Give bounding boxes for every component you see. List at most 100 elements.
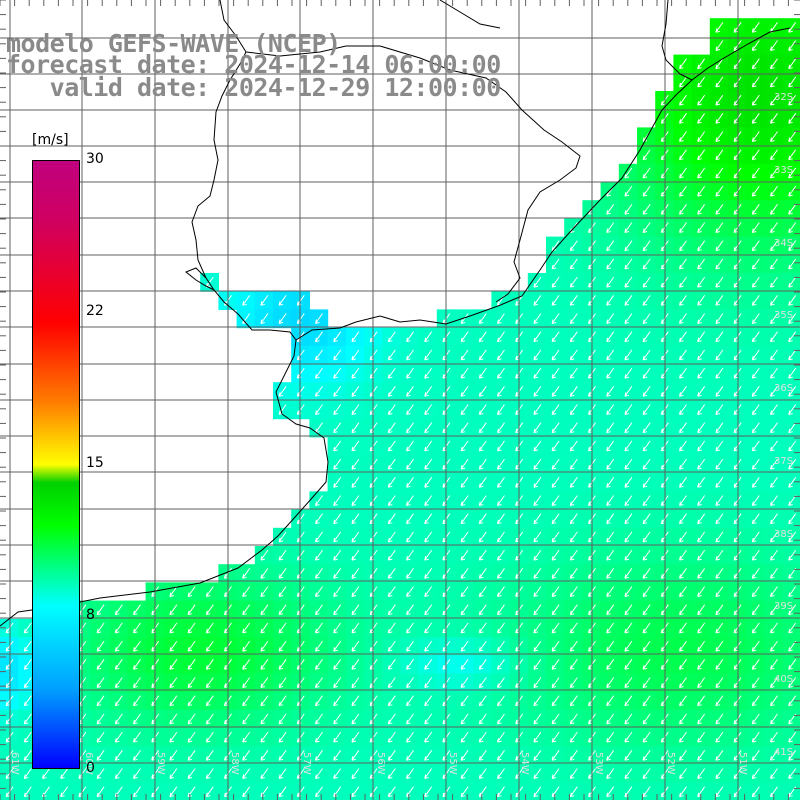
wind-arrow	[278, 604, 287, 616]
wind-arrow	[351, 731, 360, 743]
wind-arrow	[60, 768, 69, 779]
wind-arrow	[715, 367, 724, 379]
wind-arrow	[205, 695, 214, 707]
wind-arrow	[788, 276, 797, 288]
wind-arrow	[406, 713, 414, 725]
wind-arrow	[679, 94, 687, 106]
wind-arrow	[169, 586, 178, 597]
wind-arrow	[751, 695, 760, 707]
wind-arrow	[205, 768, 214, 779]
wind-arrow	[770, 713, 778, 725]
wind-arrow	[715, 750, 724, 761]
wind-arrow	[569, 677, 578, 688]
wind-arrow	[679, 367, 687, 379]
wind-arrow	[242, 768, 251, 779]
wind-arrow	[351, 622, 360, 634]
wind-arrow	[679, 731, 687, 743]
wind-arrow	[788, 477, 797, 488]
wind-arrow	[460, 731, 469, 743]
lat-label: 34S	[774, 238, 793, 249]
wind-arrow	[751, 313, 760, 324]
wind-arrow	[788, 440, 797, 452]
wind-arrow	[788, 58, 797, 70]
wind-arrow	[387, 731, 396, 743]
wind-arrow	[697, 713, 706, 725]
wind-arrow	[770, 58, 778, 70]
wind-arrow	[642, 295, 651, 306]
wind-arrow	[642, 349, 651, 361]
wind-arrow	[169, 750, 178, 761]
wind-arrow	[606, 786, 615, 798]
wind-arrow	[642, 477, 651, 488]
wind-arrow	[278, 677, 287, 688]
wind-arrow	[406, 531, 414, 543]
wind-cell	[782, 418, 800, 438]
wind-arrow	[679, 495, 687, 506]
wind-arrow	[478, 659, 487, 670]
wind-arrow	[697, 276, 706, 288]
wind-arrow	[278, 768, 287, 779]
wind-arrow	[133, 750, 141, 761]
wind-arrow	[497, 786, 505, 798]
wind-arrow	[497, 422, 505, 434]
wind-arrow	[478, 422, 487, 434]
wind-arrow	[205, 713, 214, 725]
wind-arrow	[606, 276, 615, 288]
wind-arrow	[697, 495, 706, 506]
wind-arrow	[333, 750, 342, 761]
wind-arrow	[478, 568, 487, 579]
wind-arrow	[497, 495, 505, 506]
wind-arrow	[169, 713, 178, 725]
wind-arrow	[642, 531, 651, 543]
wind-arrow	[478, 313, 487, 324]
colorbar-tick-15: 15	[86, 455, 104, 471]
wind-arrow	[497, 695, 505, 707]
wind-arrow	[169, 677, 178, 688]
wind-arrow	[351, 586, 360, 597]
wind-arrow	[569, 440, 578, 452]
wind-arrow	[751, 76, 760, 88]
wind-arrow	[751, 222, 760, 233]
wind-arrow	[242, 295, 251, 306]
wind-arrow	[642, 786, 651, 798]
wind-arrow	[424, 659, 433, 670]
wind-arrow	[114, 695, 123, 707]
wind-arrow	[242, 731, 251, 743]
wind-arrow	[478, 604, 487, 616]
lat-label: 36S	[774, 383, 793, 394]
wind-arrow	[770, 440, 778, 452]
wind-arrow	[497, 768, 505, 779]
wind-arrow	[751, 40, 760, 51]
wind-arrow	[624, 222, 633, 233]
wind-arrow	[788, 258, 797, 270]
wind-arrow	[606, 258, 615, 270]
wind-arrow	[715, 204, 724, 215]
wind-arrow	[679, 204, 687, 215]
wind-arrow	[751, 549, 760, 561]
wind-arrow	[114, 677, 123, 688]
lon-label: 53W	[593, 752, 604, 775]
wind-arrow	[551, 349, 560, 361]
wind-arrow	[715, 313, 724, 324]
wind-arrow	[497, 750, 505, 761]
wind-arrow	[533, 604, 542, 616]
wind-arrow	[187, 713, 196, 725]
wind-arrow	[642, 440, 651, 452]
wind-arrow	[715, 531, 724, 543]
wind-arrow	[551, 477, 560, 488]
wind-arrow	[460, 477, 469, 488]
wind-arrow	[679, 568, 687, 579]
wind-arrow	[533, 586, 542, 597]
wind-arrow	[770, 386, 778, 397]
wind-arrow	[715, 549, 724, 561]
wind-arrow	[333, 586, 342, 597]
wind-arrow	[424, 713, 433, 725]
wind-arrow	[697, 149, 706, 161]
wind-arrow	[478, 386, 487, 397]
wind-speed-field	[0, 18, 800, 800]
wind-arrow	[187, 677, 196, 688]
wind-arrow	[187, 695, 196, 707]
wind-arrow	[697, 695, 706, 707]
wind-arrow	[333, 477, 342, 488]
wind-arrow	[478, 695, 487, 707]
